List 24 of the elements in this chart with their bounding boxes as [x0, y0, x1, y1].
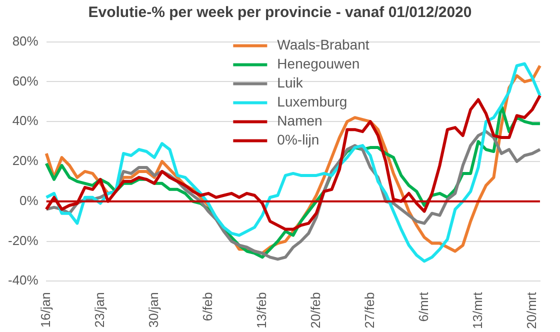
- x-tick-label: 23/jan: [92, 292, 107, 328]
- y-tick-label: 40%: [12, 113, 39, 128]
- y-tick-label: -40%: [8, 272, 39, 288]
- x-tick-label: 6/feb: [200, 292, 215, 322]
- x-tick-label: 27/feb: [362, 292, 377, 328]
- legend-label: 0%-lijn: [277, 132, 320, 148]
- y-tick-label: -20%: [8, 232, 39, 248]
- legend-label: Luik: [277, 74, 304, 91]
- legend-label: Waals-Brabant: [277, 36, 370, 53]
- legend-label: Henegouwen: [277, 56, 360, 72]
- x-tick-label: 16/jan: [38, 292, 53, 328]
- legend-label: Luxemburg: [277, 94, 348, 110]
- x-tick-label: 20/feb: [308, 292, 323, 328]
- x-tick-label: 13/mrt: [470, 292, 485, 329]
- y-tick-label: 60%: [12, 73, 39, 88]
- x-tick-label: 6/mrt: [416, 292, 431, 322]
- x-tick-label: 30/jan: [146, 292, 161, 328]
- x-tick-label: 13/feb: [254, 292, 269, 328]
- y-tick-label: 20%: [12, 153, 39, 168]
- chart-title: Evolutie-% per week per provincie - vanaf 01/012/2020: [87, 3, 473, 23]
- y-tick-label: 0%: [20, 192, 39, 208]
- legend-label: Namen: [277, 112, 322, 129]
- y-tick-label: 80%: [12, 33, 39, 48]
- x-tick-label: 20/mrt: [524, 292, 539, 329]
